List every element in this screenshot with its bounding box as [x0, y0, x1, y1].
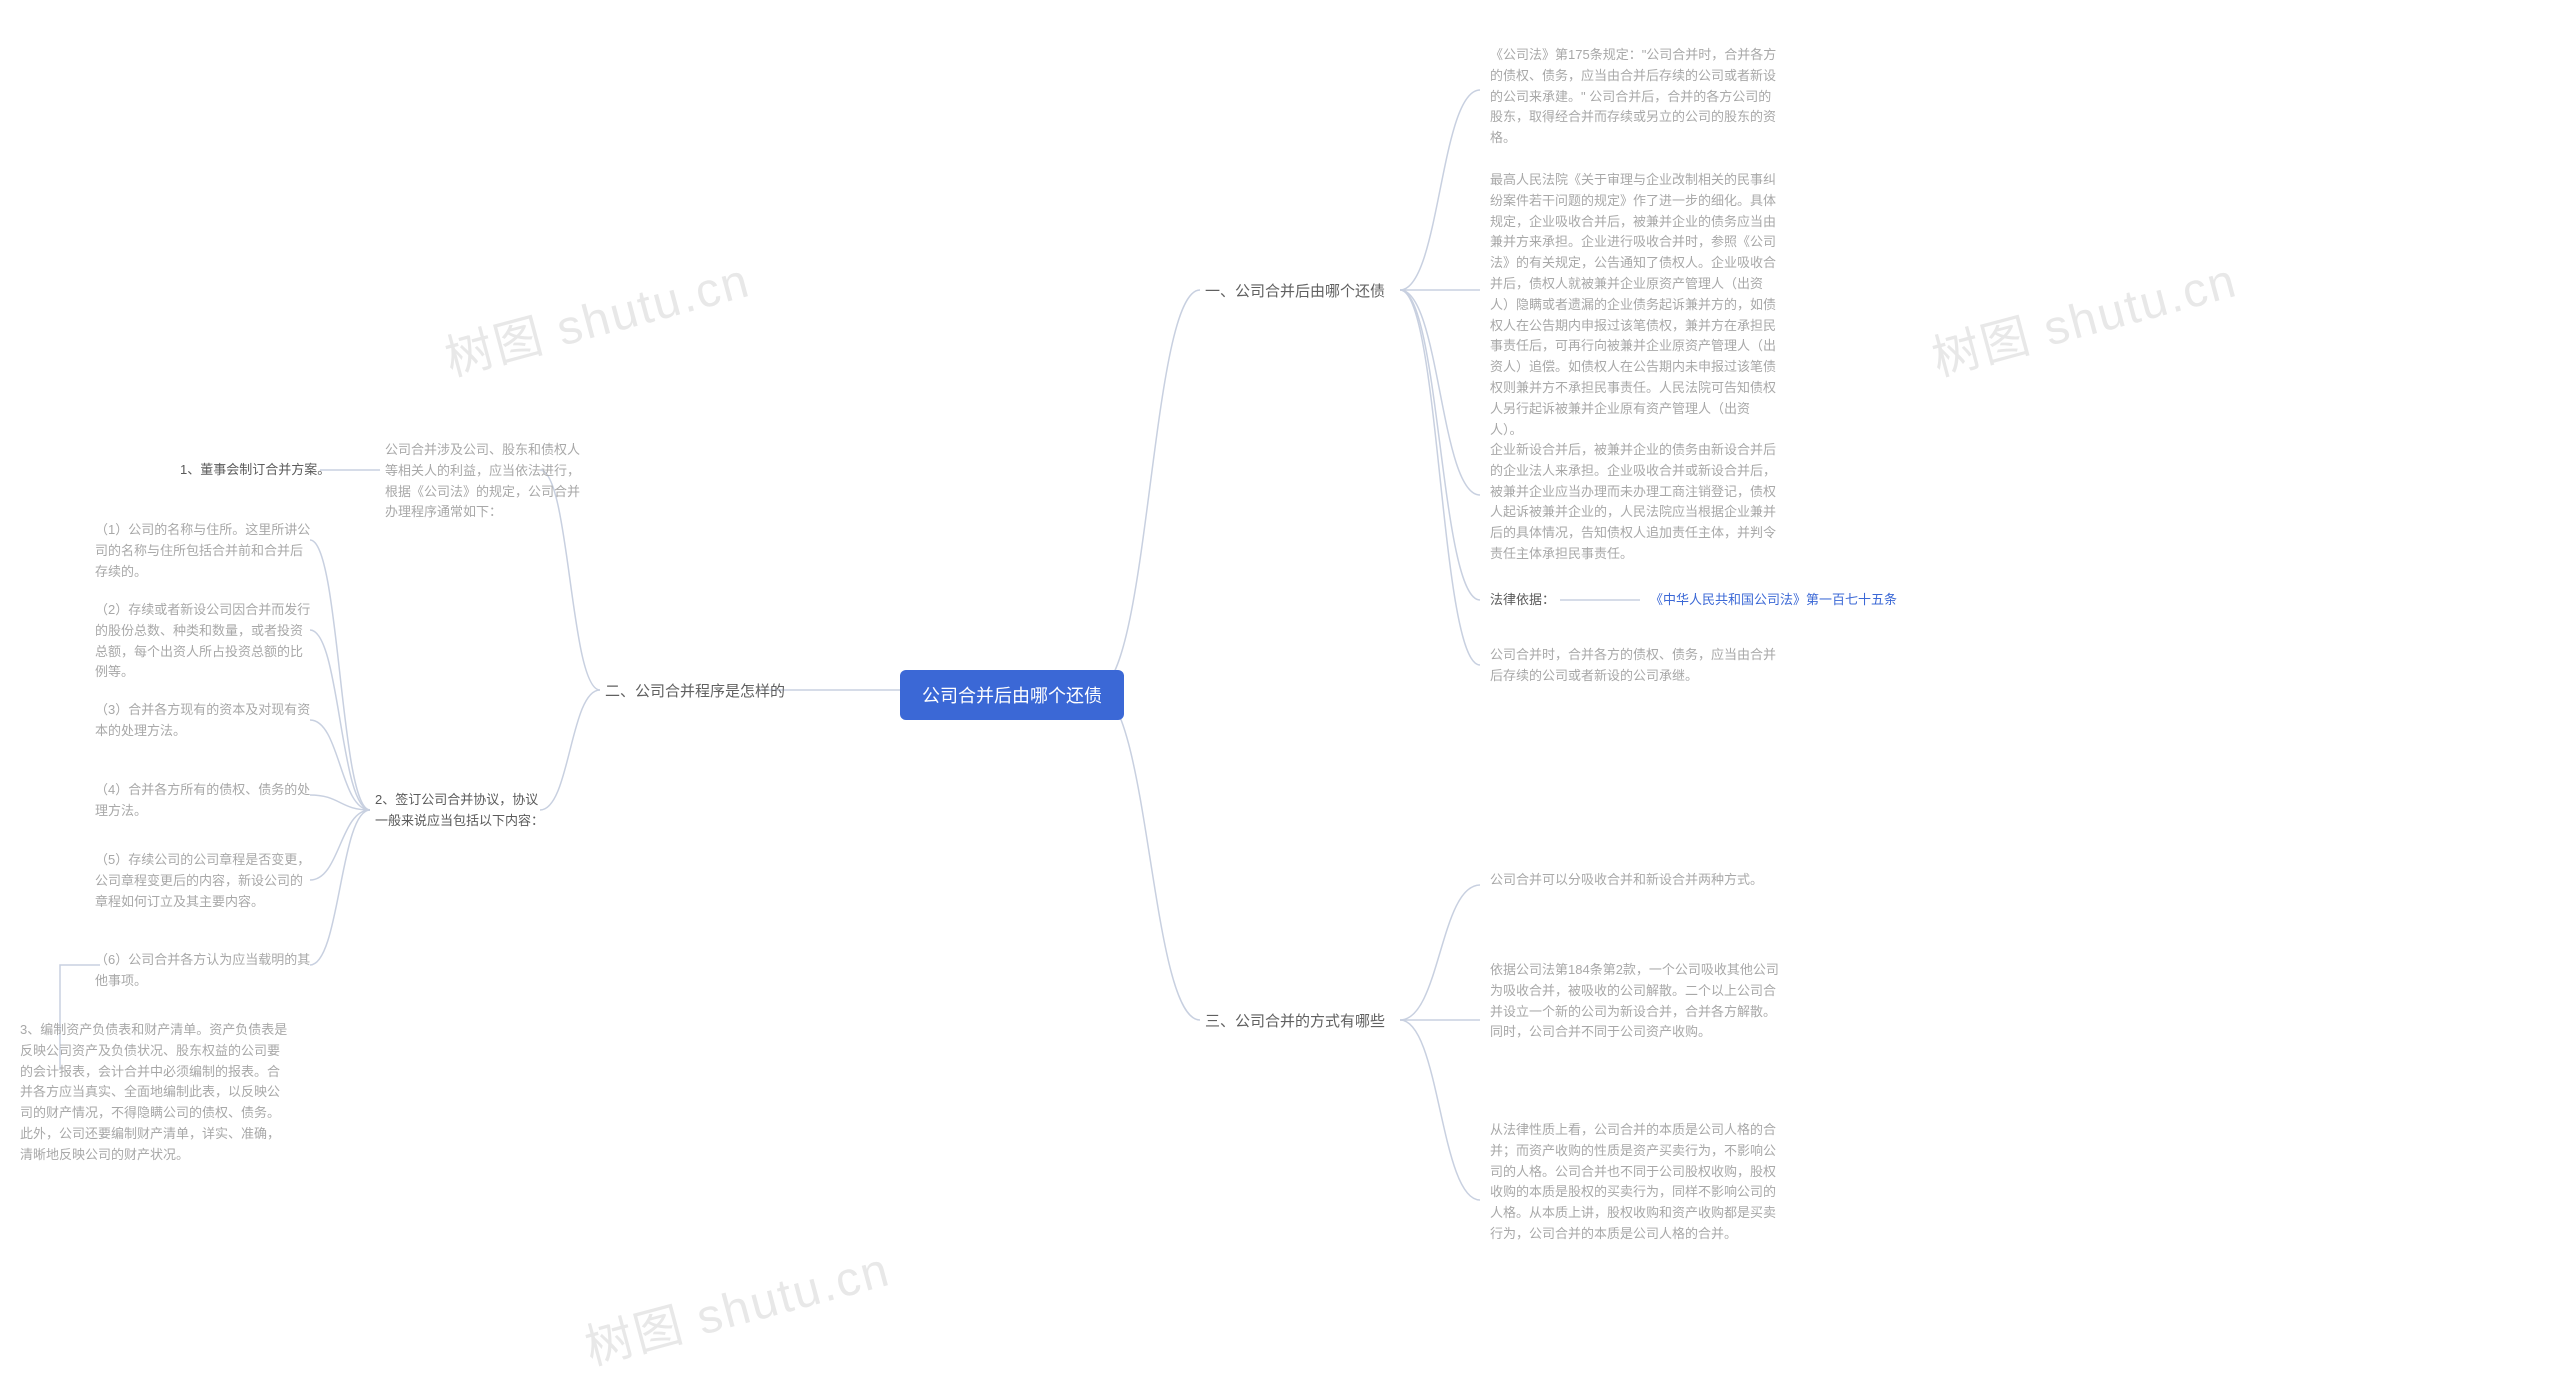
branch-2-sub1: （1）公司的名称与住所。这里所讲公司的名称与住所包括合并前和合并后存续的。	[95, 520, 315, 582]
branch-2-title[interactable]: 二、公司合并程序是怎样的	[605, 680, 785, 701]
branch-2-sub2: （2）存续或者新设公司因合并而发行的股份总数、种类和数量，或者投资总额，每个出资…	[95, 600, 315, 683]
connectors	[0, 0, 2560, 1379]
root-label: 公司合并后由哪个还债	[922, 686, 1102, 706]
branch-2-sub5: （5）存续公司的公司章程是否变更，公司章程变更后的内容，新设公司的章程如何订立及…	[95, 850, 315, 912]
branch-1-law-link[interactable]: 《中华人民共和国公司法》第一百七十五条	[1650, 590, 1897, 611]
branch-2-sub4: （4）合并各方所有的债权、债务的处理方法。	[95, 780, 315, 822]
branch-3-leaf-1: 公司合并可以分吸收合并和新设合并两种方式。	[1490, 870, 1780, 891]
branch-2-n2-label: 2、签订公司合并协议，协议一般来说应当包括以下内容：	[375, 790, 545, 832]
root-node[interactable]: 公司合并后由哪个还债	[900, 670, 1124, 720]
branch-2-n1-label: 1、董事会制订合并方案。	[180, 460, 330, 481]
branch-3-leaf-3: 从法律性质上看，公司合并的本质是公司人格的合并；而资产收购的性质是资产买卖行为，…	[1490, 1120, 1780, 1245]
branch-1-leaf-3: 企业新设合并后，被兼并企业的债务由新设合并后的企业法人来承担。企业吸收合并或新设…	[1490, 440, 1780, 565]
branch-1-leaf-2: 最高人民法院《关于审理与企业改制相关的民事纠纷案件若干问题的规定》作了进一步的细…	[1490, 170, 1780, 440]
branch-2-sub3: （3）合并各方现有的资本及对现有资本的处理方法。	[95, 700, 315, 742]
watermark: 树图 shutu.cn	[576, 1230, 896, 1379]
branch-2-sub6: （6）公司合并各方认为应当载明的其他事项。	[95, 950, 315, 992]
branch-2-n1-text: 公司合并涉及公司、股东和债权人等相关人的利益，应当依法进行，根据《公司法》的规定…	[385, 440, 585, 523]
branch-1-leaf-1: 《公司法》第175条规定："公司合并时，合并各方的债权、债务，应当由合并后存续的…	[1490, 45, 1780, 149]
branch-3-leaf-2: 依据公司法第184条第2款，一个公司吸收其他公司为吸收合并，被吸收的公司解散。二…	[1490, 960, 1780, 1043]
branch-1-law-label: 法律依据：	[1490, 590, 1555, 611]
branch-2-n3: 3、编制资产负债表和财产清单。资产负债表是反映公司资产及负债状况、股东权益的公司…	[20, 1020, 290, 1166]
watermark: 树图 shutu.cn	[1923, 241, 2243, 390]
watermark: 树图 shutu.cn	[436, 241, 756, 390]
branch-3-title[interactable]: 三、公司合并的方式有哪些	[1205, 1010, 1385, 1031]
branch-1-title[interactable]: 一、公司合并后由哪个还债	[1205, 280, 1385, 301]
branch-1-leaf-5: 公司合并时，合并各方的债权、债务，应当由合并后存续的公司或者新设的公司承继。	[1490, 645, 1780, 687]
